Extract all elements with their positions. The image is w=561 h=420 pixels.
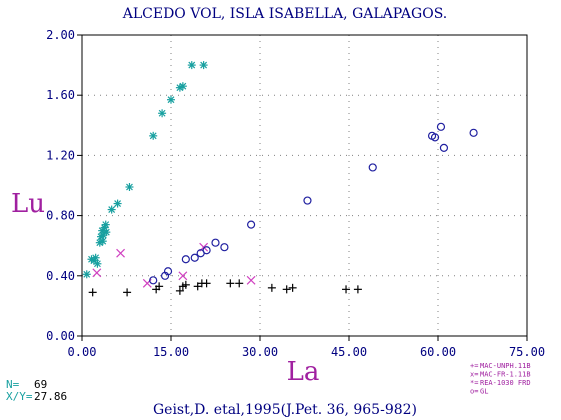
x-tick-label: 15.00 [153,345,189,359]
data-point [267,283,276,292]
data-point [178,82,187,91]
chart-title: ALCEDO VOL, ISLA ISABELLA, GALAPAGOS. [122,6,448,22]
data-point [282,285,291,294]
x-tick-label: 75.00 [509,345,545,359]
data-point [149,131,158,140]
data-point [353,285,362,294]
data-point [181,255,190,264]
legend-entry: o= GL [470,388,488,396]
series-x [92,242,256,288]
n-label: N= [6,378,20,391]
data-point [163,267,173,276]
y-tick-label: 0.40 [46,269,75,283]
data-point [202,279,211,288]
data-point [107,205,116,214]
y-tick-label: 0.00 [46,329,75,343]
data-point [101,220,110,229]
data-point [342,285,351,294]
data-point [82,270,91,279]
data-point [303,196,312,205]
legend-symbol: x= [470,371,478,379]
legend-entry: += MAC-UNPH.11B [470,362,531,370]
x-axis-label: La [287,357,320,387]
y-tick-label: 2.00 [46,28,75,42]
data-point [235,279,244,288]
y-tick-label: 1.60 [46,88,75,102]
data-point [226,279,235,288]
legend-label: REA-1030 FRD [480,379,531,387]
data-point [123,288,132,297]
data-point [220,243,229,252]
data-point [246,275,256,285]
data-point [199,61,208,70]
data-point [158,109,167,118]
series-circle [149,122,478,285]
xy-label: X/Y= [6,390,33,403]
x-tick-label: 45.00 [331,345,367,359]
y-tick-label: 0.80 [46,209,75,223]
legend-symbol: *= [470,379,478,387]
data-point [92,268,102,278]
x-tick-label: 30.00 [242,345,278,359]
data-points [82,61,478,297]
data-point [88,288,97,297]
data-point [193,282,202,291]
data-point [187,61,196,70]
legend-entry: x= MAC-FR-1.11B [470,371,531,379]
data-point [211,238,220,247]
data-point [439,143,449,152]
data-point [175,286,184,295]
data-point [190,253,199,262]
y-axis-label: Lu [11,189,45,219]
data-point [155,282,164,291]
series-plus [88,279,362,297]
data-point [469,128,478,137]
legend-label: MAC-FR-1.11B [480,371,531,379]
y-tick-label: 1.20 [46,148,75,162]
data-point [102,228,111,237]
legend-label: GL [480,388,488,396]
data-point [368,163,377,172]
data-point [181,280,190,289]
data-point [116,248,125,258]
data-point [202,246,211,255]
data-point [436,122,446,131]
y-axis: 0.00 0.40 0.80 1.20 1.60 2.00 [46,28,82,343]
xy-value: 27.86 [34,390,67,403]
n-value: 69 [34,378,47,391]
data-point [288,283,297,292]
x-tick-label: 60.00 [420,345,456,359]
legend-symbol: += [470,362,478,370]
stats-box: N= 69 X/Y= 27.86 [6,378,67,403]
data-point [247,220,256,229]
data-point [91,253,100,262]
legend-label: MAC-UNPH.11B [480,362,531,370]
data-point [430,133,440,142]
plot-frame [81,34,528,337]
data-point [93,259,102,268]
data-point [125,183,134,192]
data-point [149,276,158,285]
grid-lines [82,35,527,336]
series-star [82,61,208,279]
citation: Geist,D. etal,1995(J.Pet. 36, 965-982) [153,402,417,418]
legend-entry: *= REA-1030 FRD [470,379,531,387]
legend-symbol: o= [470,388,478,396]
x-tick-label: 0.00 [68,345,97,359]
x-axis: 0.00 15.00 30.00 45.00 60.00 75.00 [68,336,545,359]
data-point [113,199,122,208]
data-point [178,271,188,281]
data-point [167,95,175,104]
